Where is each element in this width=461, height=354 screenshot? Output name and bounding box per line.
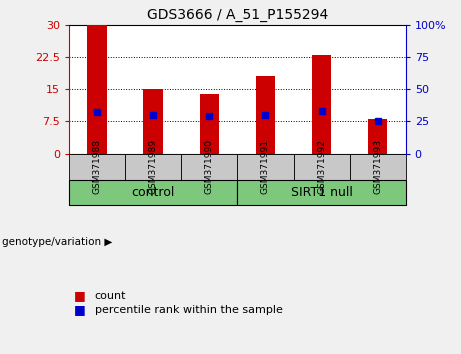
Text: control: control	[131, 186, 175, 199]
Bar	[200, 93, 219, 154]
Text: genotype/variation ▶: genotype/variation ▶	[2, 238, 112, 247]
Bar	[237, 179, 406, 205]
Text: percentile rank within the sample: percentile rank within the sample	[95, 305, 283, 315]
Text: GSM371988: GSM371988	[93, 139, 102, 194]
Bar	[125, 154, 181, 179]
Bar	[237, 154, 294, 179]
Bar	[181, 154, 237, 179]
Text: GSM371990: GSM371990	[205, 139, 214, 194]
Bar	[294, 154, 349, 179]
Text: GSM371989: GSM371989	[149, 139, 158, 194]
Bar	[312, 55, 331, 154]
Text: GSM371993: GSM371993	[373, 139, 382, 194]
Text: GSM371991: GSM371991	[261, 139, 270, 194]
Text: ■: ■	[74, 289, 85, 302]
Bar	[349, 154, 406, 179]
Bar	[88, 25, 107, 154]
Bar	[143, 89, 163, 154]
Text: ■: ■	[74, 303, 85, 316]
Text: GSM371992: GSM371992	[317, 139, 326, 194]
Text: count: count	[95, 291, 126, 301]
Bar	[368, 119, 387, 154]
Title: GDS3666 / A_51_P155294: GDS3666 / A_51_P155294	[147, 8, 328, 22]
Bar	[69, 179, 237, 205]
Bar	[69, 154, 125, 179]
Bar	[256, 76, 275, 154]
Text: SIRT1 null: SIRT1 null	[290, 186, 353, 199]
